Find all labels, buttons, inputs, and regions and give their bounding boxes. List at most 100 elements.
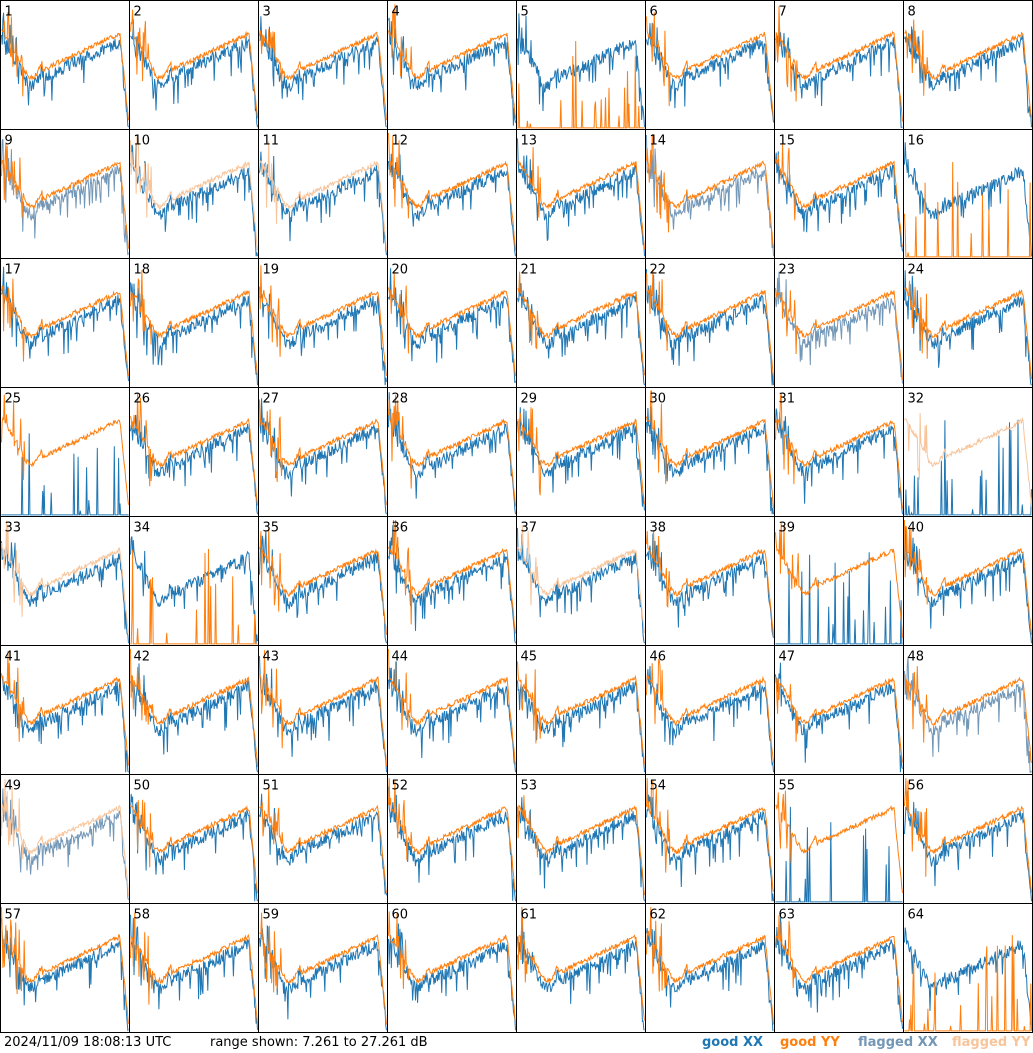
series-xx-line (130, 144, 258, 257)
panel-13: 13 (516, 129, 646, 259)
series-yy-line (130, 9, 258, 119)
series-xx-line (130, 414, 258, 515)
panel-5: 5 (516, 0, 646, 130)
series-xx-line (517, 13, 645, 128)
series-yy-line (646, 269, 774, 378)
series-xx-line (130, 793, 258, 902)
panel-label: 22 (650, 263, 667, 278)
panel-61: 61 (516, 903, 646, 1033)
panel-label: 15 (779, 134, 796, 149)
panel-frame (258, 129, 388, 259)
panel-25: 25 (0, 387, 130, 517)
panel-17: 17 (0, 258, 130, 388)
panel-label: 14 (650, 134, 667, 149)
panel-8: 8 (903, 0, 1033, 130)
series-yy-line (388, 394, 516, 507)
panel-frame (0, 129, 130, 259)
panel-frame (774, 0, 904, 130)
panel-frame (129, 516, 259, 646)
panel-label: 10 (134, 134, 151, 149)
panel-56: 56 (903, 774, 1033, 904)
panel-frame (258, 258, 388, 388)
panel-label: 53 (521, 779, 538, 794)
series-yy-line (388, 777, 516, 893)
panel-label: 59 (263, 908, 280, 923)
panel-frame (129, 903, 259, 1033)
panel-2: 2 (129, 0, 259, 130)
series-xx-line (259, 793, 387, 896)
panel-59: 59 (258, 903, 388, 1033)
series-yy-line (904, 519, 1032, 635)
series-xx-line (388, 786, 516, 902)
series-yy-line (1, 651, 129, 766)
series-yy-line (517, 147, 645, 250)
panel-label: 6 (650, 5, 658, 20)
series-yy-line (517, 661, 645, 765)
series-yy-line (904, 777, 1032, 893)
series-yy-line (775, 288, 903, 380)
panel-label: 16 (908, 134, 925, 149)
panel-label: 38 (650, 521, 667, 536)
panel-54: 54 (645, 774, 775, 904)
panel-34: 34 (129, 516, 259, 646)
series-xx-line (775, 552, 903, 645)
series-yy-line (130, 548, 258, 645)
panel-frame (903, 387, 1033, 517)
panel-label: 23 (779, 263, 796, 278)
panel-50: 50 (129, 774, 259, 904)
panel-label: 8 (908, 5, 916, 20)
series-xx-line (775, 806, 903, 903)
panel-label: 32 (908, 392, 925, 407)
panel-label: 54 (650, 779, 667, 794)
series-xx-line (388, 17, 516, 126)
series-xx-line (646, 406, 774, 515)
series-yy-line (904, 666, 1032, 763)
series-xx-line (130, 663, 258, 773)
panel-label: 35 (263, 521, 280, 536)
legend-flagged-xx: flagged XX (858, 1035, 938, 1050)
panel-63: 63 (774, 903, 904, 1033)
series-yy-line (646, 133, 774, 248)
series-xx-line (904, 419, 1032, 516)
panel-32: 32 (903, 387, 1033, 517)
panel-frame (258, 516, 388, 646)
series-xx-line (904, 656, 1032, 773)
panel-1: 1 (0, 0, 130, 130)
panel-55: 55 (774, 774, 904, 904)
series-yy-line (517, 525, 645, 634)
panel-49: 49 (0, 774, 130, 904)
series-yy-line (259, 399, 387, 505)
panel-label: 42 (134, 650, 151, 665)
panel-label: 57 (5, 908, 22, 923)
series-xx-line (646, 928, 774, 1031)
panel-64: 64 (903, 903, 1033, 1033)
series-yy-line (775, 522, 903, 638)
panel-40: 40 (903, 516, 1033, 646)
series-xx-line (388, 525, 516, 644)
series-yy-line (517, 407, 645, 505)
panel-label: 37 (521, 521, 538, 536)
series-yy-line (130, 799, 258, 894)
series-yy-line (388, 272, 516, 376)
panel-label: 30 (650, 392, 667, 407)
panel-label: 26 (134, 392, 151, 407)
series-xx-line (259, 655, 387, 773)
panel-label: 60 (392, 908, 409, 923)
panel-label: 45 (521, 650, 538, 665)
series-yy-line (388, 648, 516, 765)
series-xx-line (388, 923, 516, 1031)
series-yy-line (259, 650, 387, 767)
panel-44: 44 (387, 645, 517, 775)
panel-23: 23 (774, 258, 904, 388)
panel-9: 9 (0, 129, 130, 259)
panel-label: 39 (779, 521, 796, 536)
series-yy-line (775, 144, 903, 247)
panel-24: 24 (903, 258, 1033, 388)
panel-41: 41 (0, 645, 130, 775)
panel-label: 24 (908, 263, 925, 278)
series-xx-line (646, 794, 774, 902)
panel-label: 51 (263, 779, 280, 794)
panel-label: 36 (392, 521, 409, 536)
panel-36: 36 (387, 516, 517, 646)
panel-43: 43 (258, 645, 388, 775)
